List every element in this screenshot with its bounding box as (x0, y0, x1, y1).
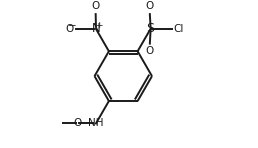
Text: NH: NH (88, 118, 104, 128)
Text: O: O (92, 1, 100, 12)
Text: O: O (146, 1, 154, 12)
Text: −: − (68, 21, 76, 31)
Text: O: O (73, 118, 81, 128)
Text: S: S (147, 22, 155, 35)
Text: O: O (65, 24, 73, 34)
Text: N: N (92, 22, 100, 35)
Text: Cl: Cl (174, 24, 184, 34)
Text: O: O (146, 46, 154, 56)
Text: +: + (95, 21, 103, 30)
